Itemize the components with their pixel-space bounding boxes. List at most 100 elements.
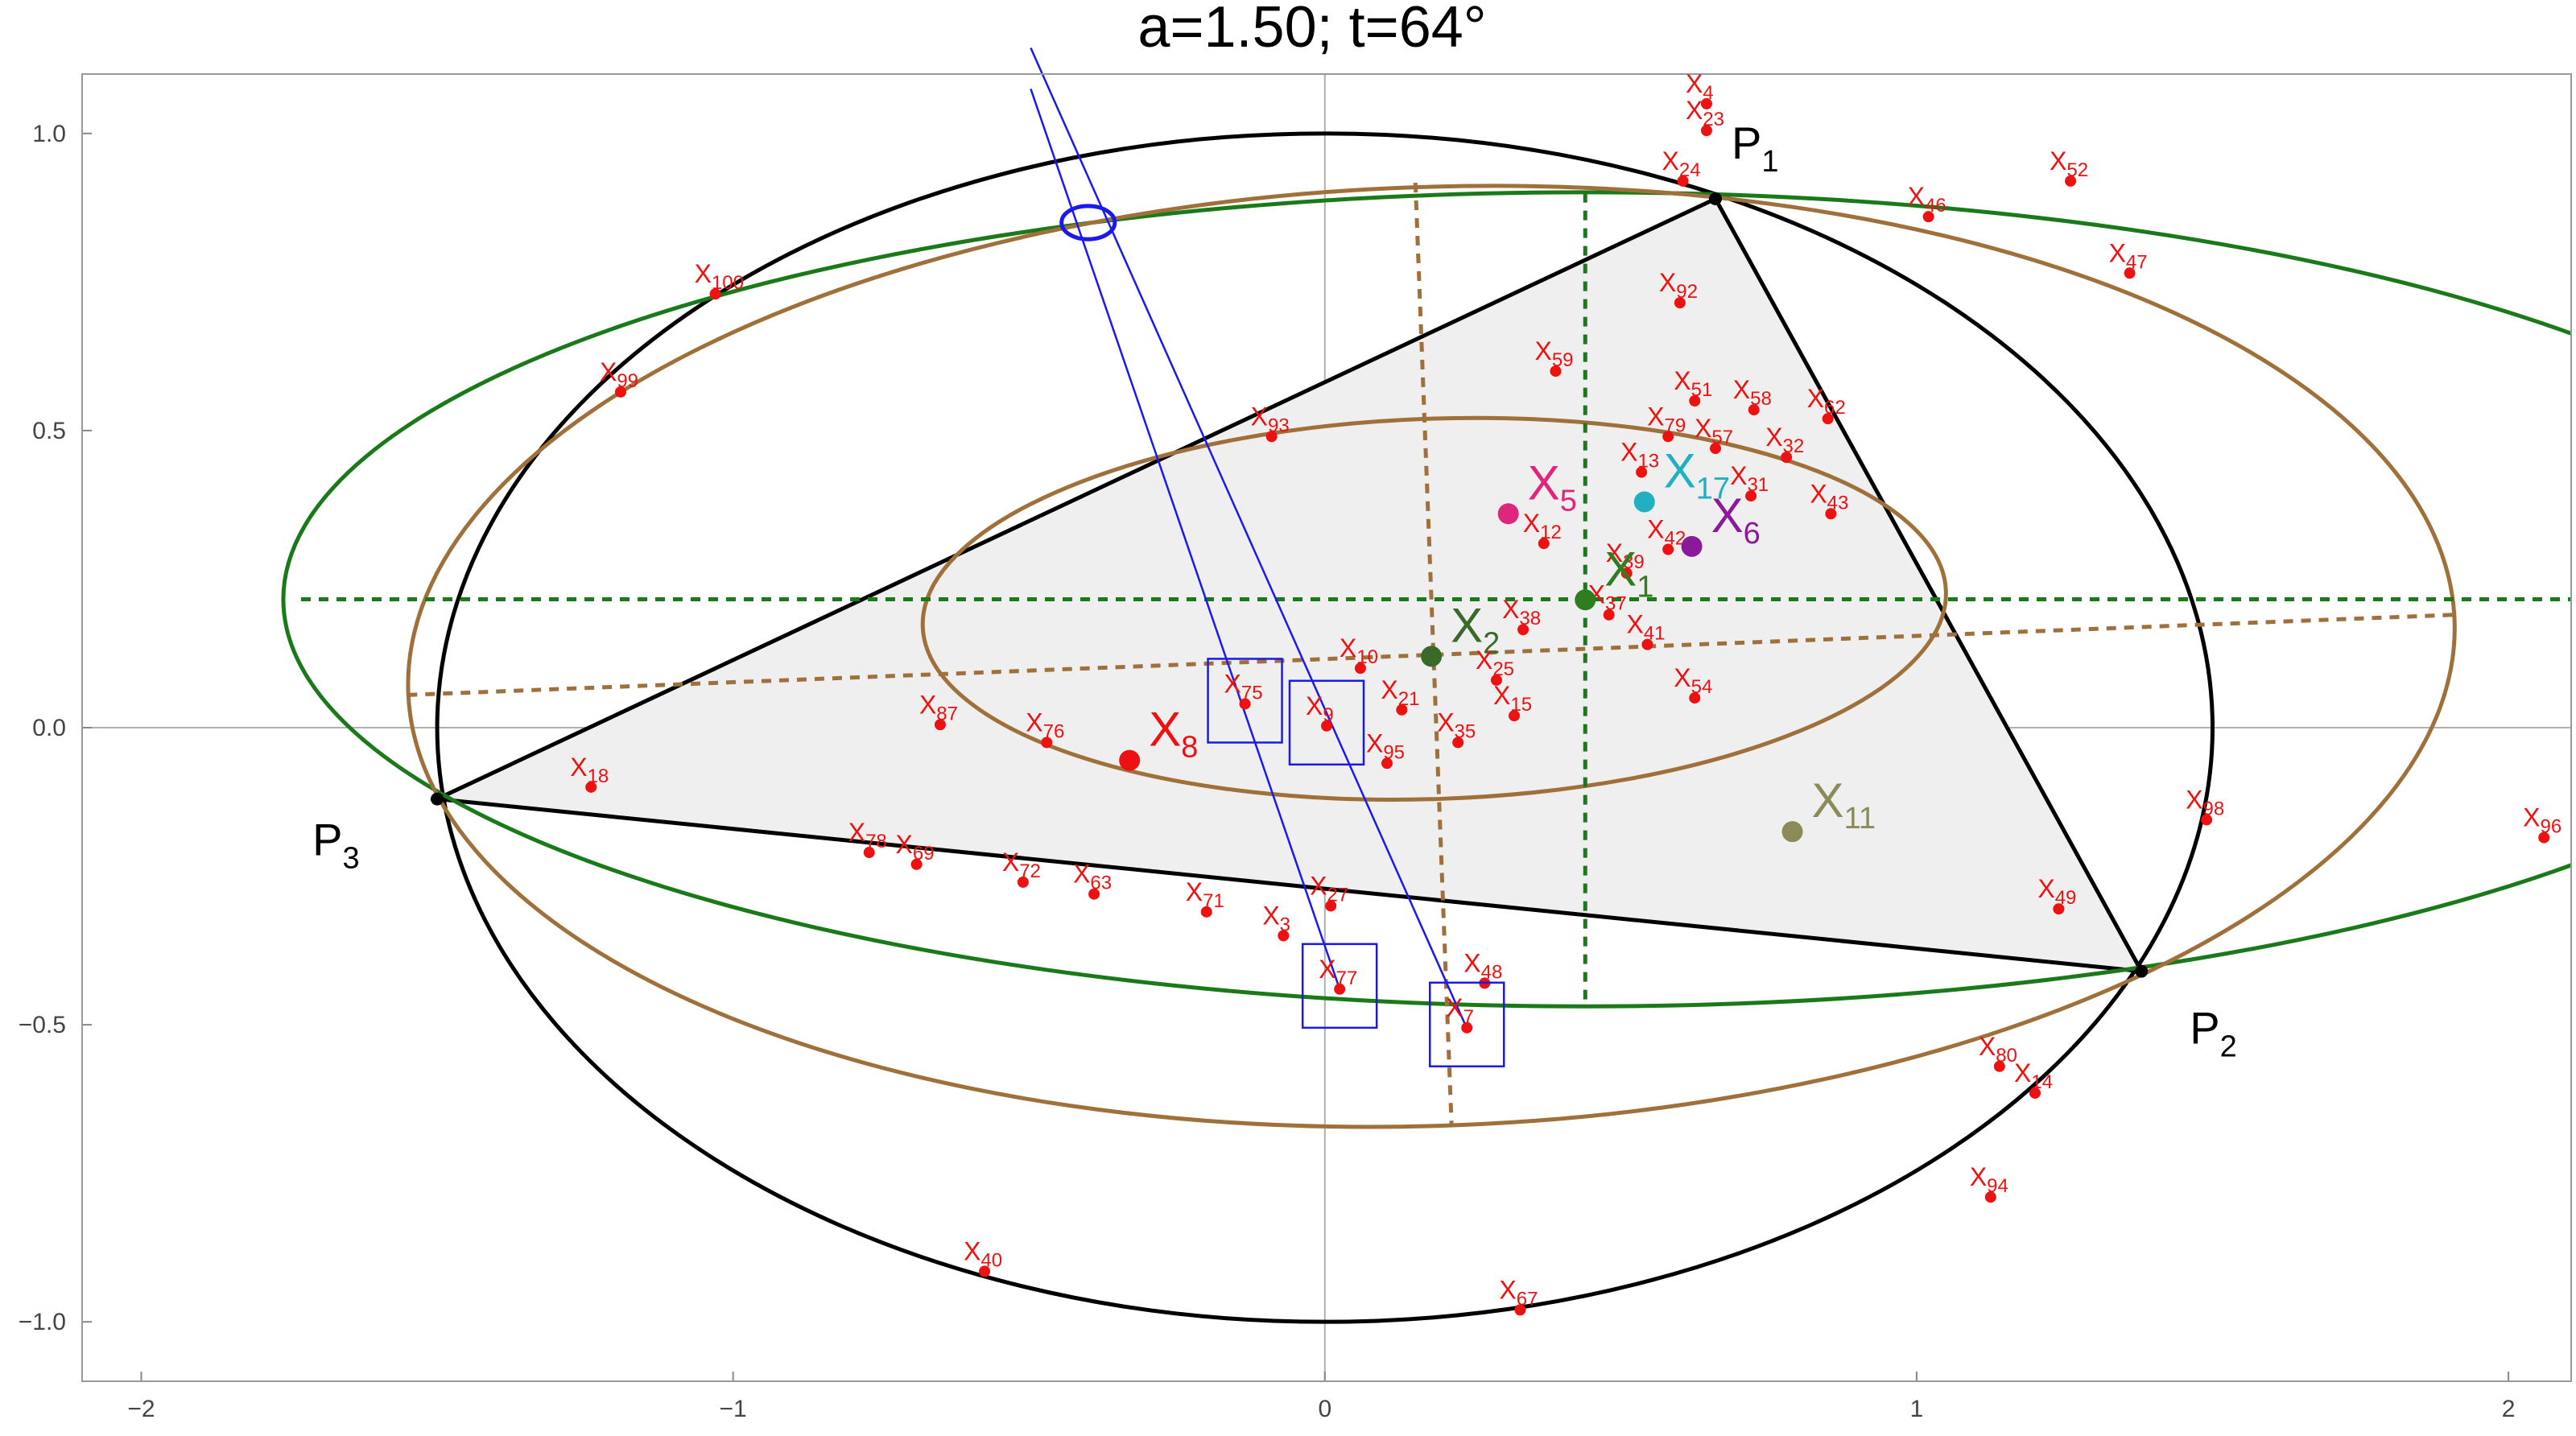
point-label: X80 (1979, 1032, 2017, 1067)
point-letter: X (1686, 96, 1703, 125)
point-sub: 95 (1383, 741, 1405, 763)
point-letter: X (1711, 489, 1744, 543)
point-label: X67 (1499, 1275, 1538, 1310)
point-label: X13 (1620, 438, 1659, 472)
point-letter: X (1026, 708, 1042, 737)
point-label: X27 (1310, 871, 1348, 906)
vertex-label: P3 (312, 815, 360, 876)
point-sub: 47 (2126, 251, 2148, 273)
point (1381, 757, 1393, 770)
point (1321, 720, 1332, 732)
point-label: X39 (1606, 538, 1645, 573)
ellipse (1059, 204, 1117, 241)
point (1514, 1304, 1526, 1316)
y-tick-label: 0.5 (32, 418, 66, 444)
vertex-letter: P (1732, 118, 1761, 168)
point-sub: 37 (1605, 593, 1627, 615)
point (1278, 930, 1290, 942)
point-letter: X (2014, 1058, 2031, 1087)
point-sub: 3 (1280, 914, 1290, 935)
point-sub: 78 (865, 831, 887, 852)
point-label: X71 (1186, 877, 1224, 912)
point-letter: X (2109, 238, 2126, 267)
point-sub: 43 (1827, 492, 1849, 514)
point-sub: 52 (2066, 159, 2088, 181)
point-sub: 21 (1398, 688, 1420, 710)
point-sub: 71 (1203, 890, 1224, 912)
vertex-sub: 1 (1761, 145, 1778, 179)
point-label: X69 (896, 830, 935, 864)
point-label: X23 (1686, 96, 1724, 130)
point-label: X95 (1366, 728, 1405, 763)
point-label: X94 (1970, 1162, 2008, 1197)
plot-frame (81, 73, 2572, 1382)
point (1662, 431, 1674, 443)
point-letter: X (919, 690, 936, 719)
point (1748, 404, 1760, 416)
point-letter: X (1251, 402, 1268, 431)
point-sub: 10 (1356, 646, 1378, 668)
highlight-box (1428, 981, 1505, 1068)
point-letter: X (1310, 871, 1327, 900)
ellipse (920, 415, 1948, 802)
y-tick-label: −0.5 (19, 1012, 66, 1038)
point-sub: 79 (1665, 415, 1686, 436)
point-sub: 24 (1679, 159, 1701, 181)
point-letter: X (1366, 728, 1383, 757)
point-letter: X (1186, 877, 1203, 906)
y-tick-label: −1.0 (19, 1309, 66, 1335)
point (1575, 589, 1596, 611)
point-label: X11 (1812, 774, 1876, 836)
point (1700, 125, 1712, 137)
point (1017, 876, 1029, 888)
point (1781, 821, 1803, 843)
point (585, 781, 597, 793)
vertex-label: P1 (1732, 118, 1779, 179)
point (979, 1265, 991, 1277)
point-letter: X (1381, 675, 1397, 704)
point (1677, 175, 1689, 187)
point (1461, 1021, 1473, 1034)
point-letter: X (1306, 691, 1323, 720)
point-sub: 25 (1492, 658, 1514, 680)
point-label: X99 (600, 357, 638, 392)
point-letter: X (1674, 663, 1690, 692)
point-label: X41 (1626, 610, 1665, 645)
x-tick-label: 2 (2502, 1396, 2516, 1422)
point-label: X8 (1149, 703, 1198, 765)
point-label: X62 (1807, 384, 1846, 419)
point-letter: X (1528, 456, 1560, 510)
point (709, 288, 721, 300)
point-label: X43 (1810, 479, 1848, 514)
line (1030, 89, 1341, 990)
point (1497, 503, 1519, 525)
point-label: X59 (1534, 336, 1573, 371)
point-letter: X (1476, 646, 1492, 675)
point-sub: 5 (1560, 484, 1577, 518)
vertex-sub: 2 (2220, 1030, 2237, 1064)
point (2124, 267, 2136, 279)
x-tick-label: −2 (127, 1396, 155, 1422)
point-label: X47 (2109, 238, 2148, 273)
point-letter: X (2523, 803, 2540, 832)
point-letter: X (1073, 860, 1090, 889)
point-letter: X (1647, 402, 1664, 431)
point (1334, 983, 1346, 995)
point-sub: 6 (1744, 517, 1761, 551)
point-letter: X (1979, 1032, 1996, 1061)
point-label: X76 (1026, 708, 1064, 742)
point (1421, 646, 1443, 667)
point-sub: 57 (1711, 427, 1733, 448)
point (1603, 609, 1615, 621)
point (1538, 538, 1550, 550)
point (1509, 710, 1521, 722)
point-sub: 31 (1747, 474, 1769, 496)
point-letter: X (2037, 874, 2054, 903)
point-label: X96 (2523, 803, 2562, 838)
point-label: X77 (1319, 955, 1357, 989)
x-tick-label: −1 (720, 1396, 747, 1422)
point-label: X25 (1476, 646, 1514, 680)
point-letter: X (1662, 146, 1679, 175)
point-letter: X (1647, 515, 1664, 544)
point-label: X4 (1686, 69, 1714, 104)
